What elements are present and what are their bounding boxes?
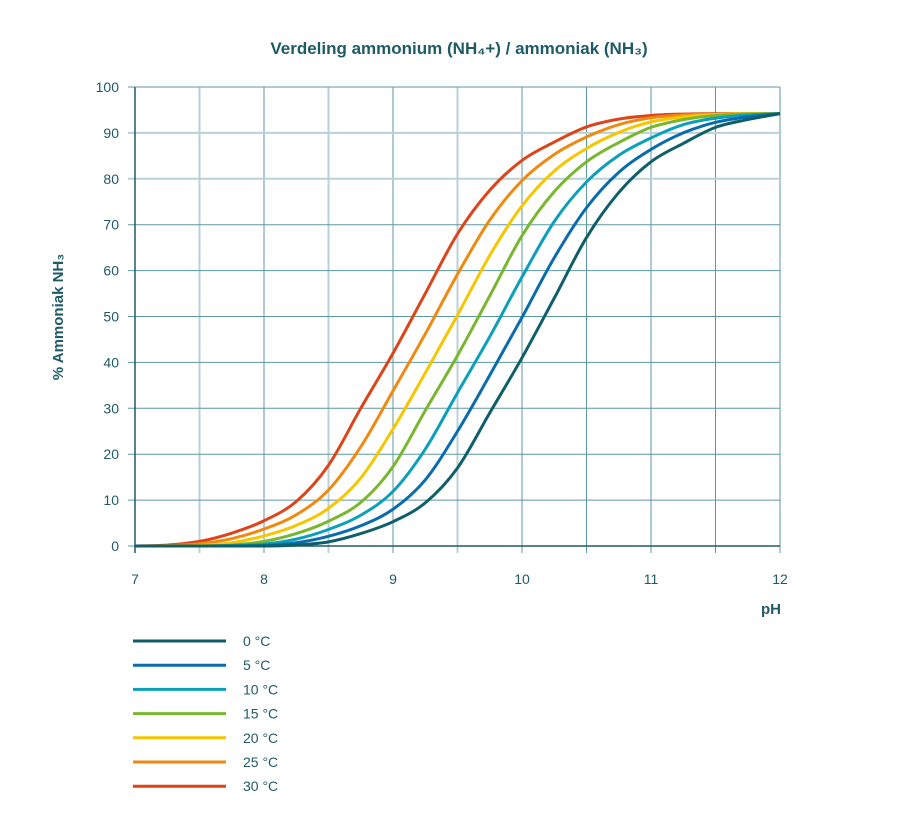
x-tick-label: 7 (131, 571, 139, 587)
y-tick-label: 40 (103, 354, 119, 370)
legend-label: 30 °C (243, 778, 278, 794)
x-tick-label: 8 (260, 571, 268, 587)
y-tick-label: 100 (96, 79, 120, 95)
y-tick-label: 70 (103, 217, 119, 233)
y-tick-label: 60 (103, 263, 119, 279)
legend-label: 20 °C (243, 730, 278, 746)
series-line-25c (134, 112, 781, 548)
legend-label: 0 °C (243, 633, 270, 649)
y-tick-label: 0 (111, 538, 119, 554)
x-tick-label: 9 (389, 571, 397, 587)
axes: 0 10 20 30 40 50 60 70 80 90 100 7 8 9 10 11 12 (96, 79, 788, 587)
series-line-0c (135, 112, 781, 548)
y-tick-label: 50 (103, 309, 119, 325)
chart-title: Verdeling ammonium (NH₄+) / ammoniak (NH… (270, 39, 647, 58)
legend: 0 °C 5 °C 10 °C 15 °C 20 °C 25 °C 30 °C (133, 633, 278, 794)
x-tick-label: 11 (644, 571, 659, 587)
legend-label: 5 °C (243, 657, 270, 673)
y-tick-label: 90 (103, 125, 119, 141)
legend-label: 10 °C (243, 681, 278, 697)
legend-label: 15 °C (243, 706, 278, 722)
x-tick-label: 10 (514, 571, 530, 587)
y-tick-label: 80 (103, 171, 119, 187)
y-axis-label: % Ammoniak NH₃ (50, 254, 67, 380)
series-lines (134, 112, 781, 548)
legend-label: 25 °C (243, 754, 278, 770)
series-line-20c (135, 112, 781, 548)
y-tick-label: 20 (103, 446, 119, 462)
x-tick-label: 12 (772, 571, 788, 587)
x-axis-label: pH (761, 601, 781, 618)
y-tick-label: 10 (103, 492, 119, 508)
y-tick-label: 30 (103, 400, 119, 416)
